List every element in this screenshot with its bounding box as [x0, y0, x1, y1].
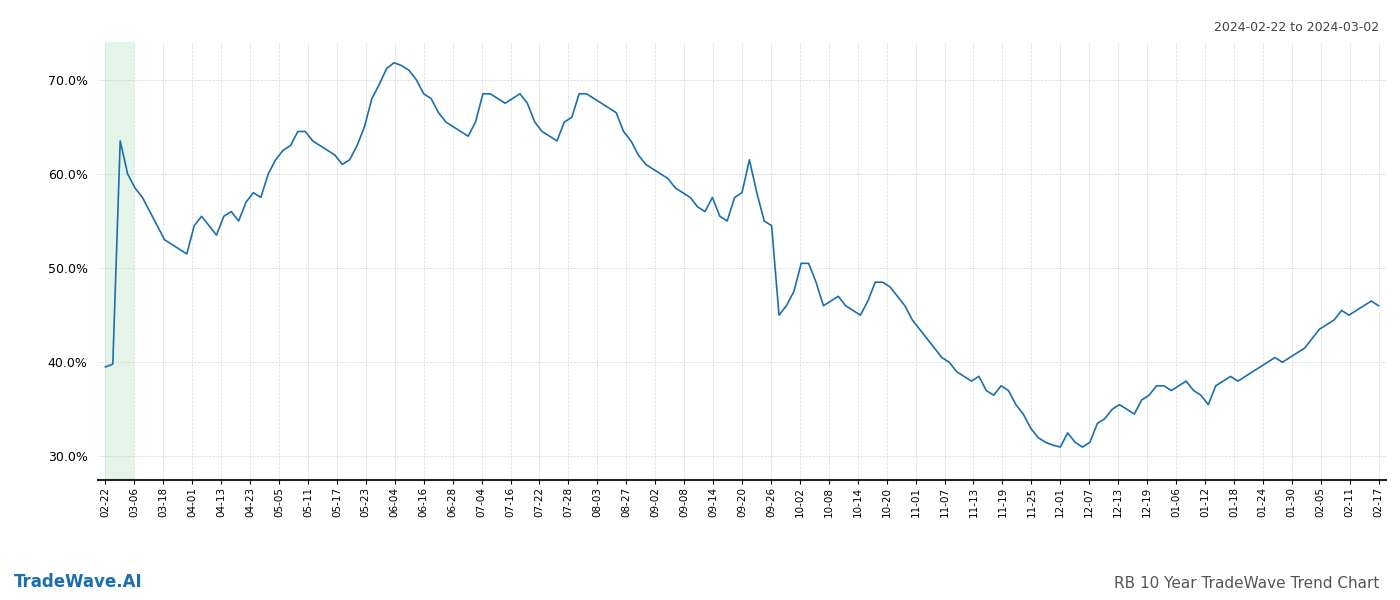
- Text: RB 10 Year TradeWave Trend Chart: RB 10 Year TradeWave Trend Chart: [1113, 576, 1379, 591]
- Text: TradeWave.AI: TradeWave.AI: [14, 573, 143, 591]
- Text: 2024-02-22 to 2024-03-02: 2024-02-22 to 2024-03-02: [1214, 21, 1379, 34]
- Bar: [105, 42, 134, 480]
